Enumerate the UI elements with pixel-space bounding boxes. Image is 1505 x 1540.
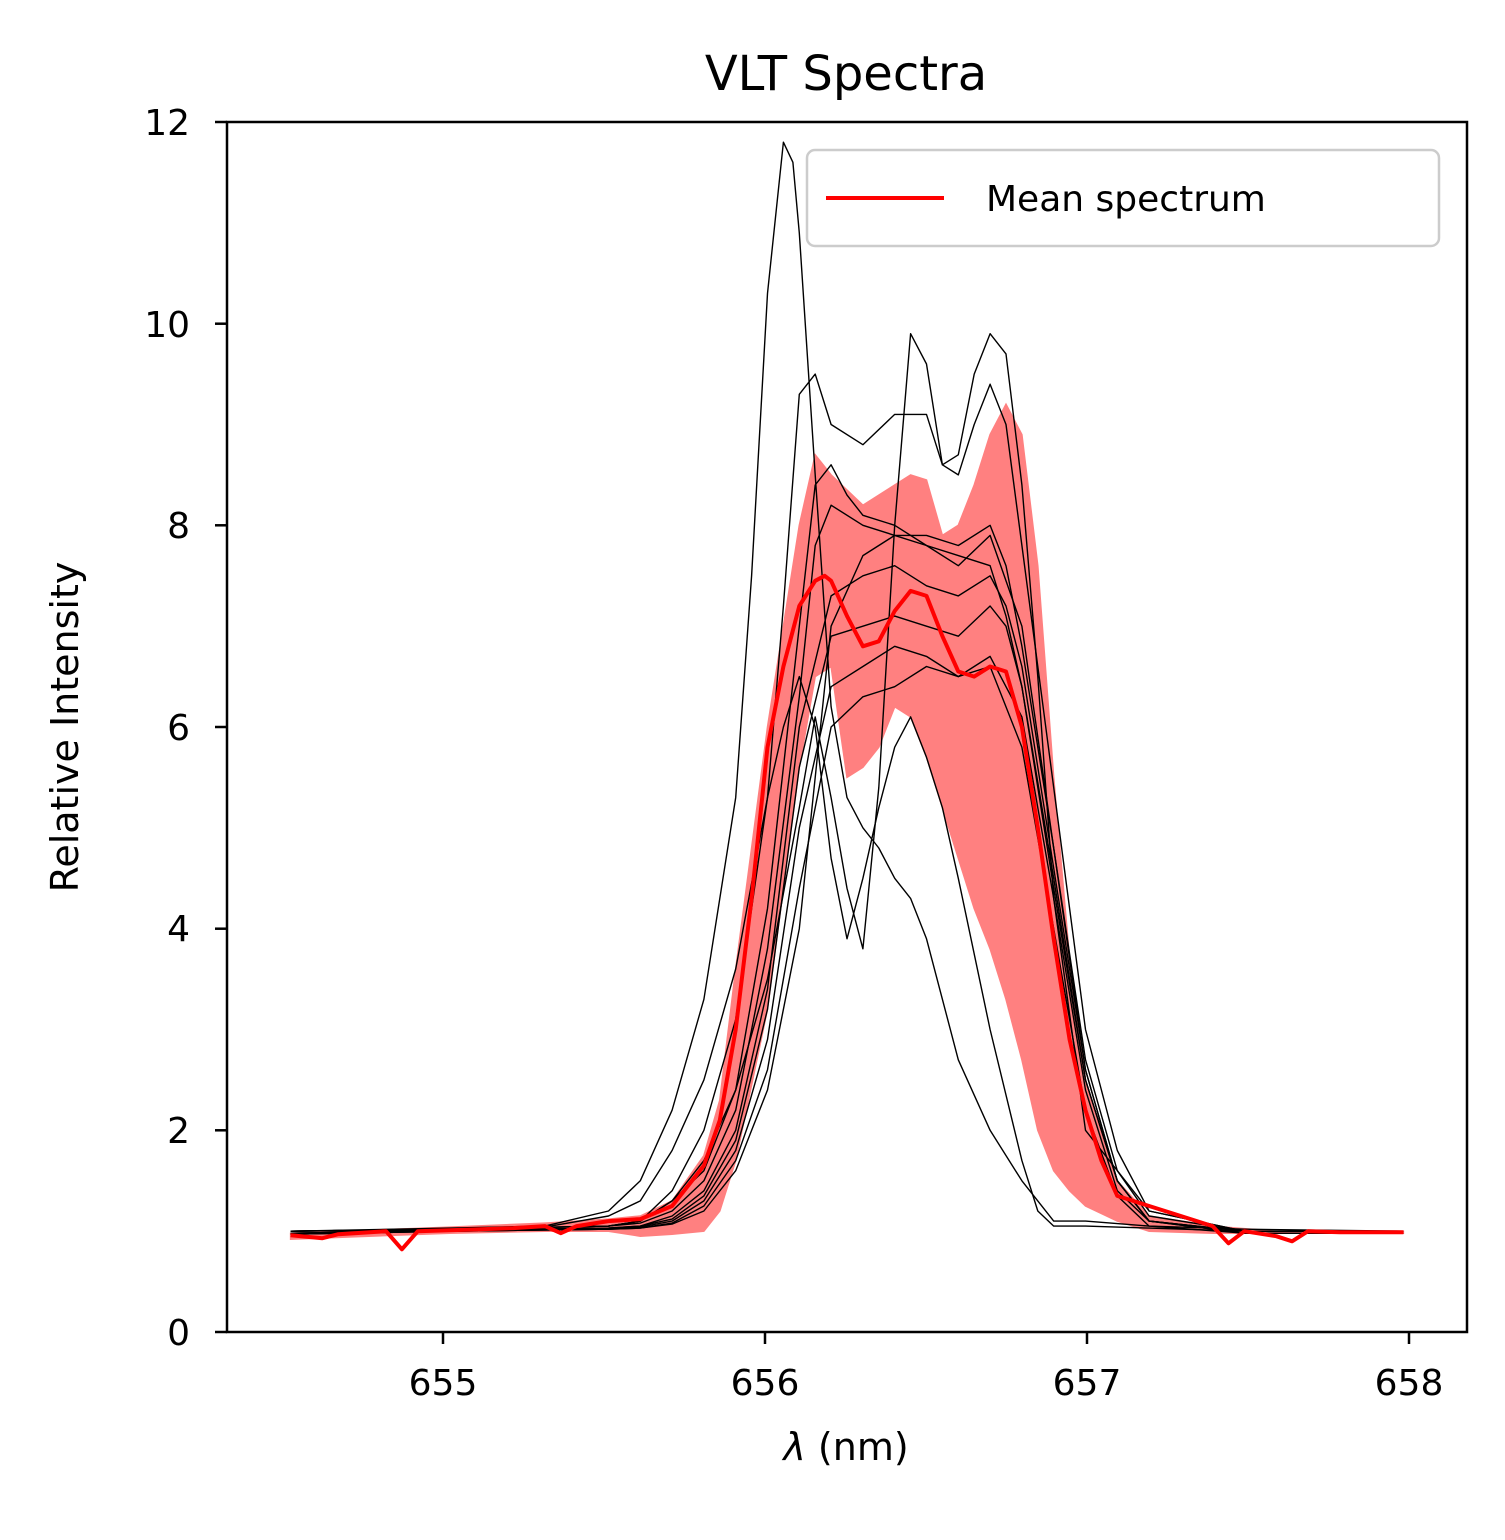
spectrum-line-2	[290, 675, 1404, 1232]
x-axis-label: λ (nm)	[781, 1425, 908, 1469]
y-tick-label: 0	[167, 1313, 190, 1354]
y-tick-label: 10	[144, 305, 190, 346]
legend: Mean spectrum	[805, 148, 1441, 248]
chart-title: VLT Spectra	[705, 46, 987, 102]
spectrum-line-11	[290, 534, 1404, 1235]
x-tick-label: 655	[409, 1363, 478, 1404]
spectrum-line-6	[290, 504, 1404, 1232]
y-tick-2: 2	[167, 1111, 227, 1152]
x-axis-label-symbol: λ	[781, 1425, 806, 1469]
x-tick-label: 658	[1375, 1363, 1444, 1404]
y-tick-6: 6	[167, 708, 227, 749]
x-tick-label: 656	[731, 1363, 800, 1404]
y-tick-label: 6	[167, 708, 190, 749]
mean-spectrum-line	[290, 573, 1404, 1252]
y-axis: 0 2 4 6 8 10 12	[144, 103, 227, 1354]
y-tick-10: 10	[144, 305, 227, 346]
y-tick-8: 8	[167, 506, 227, 547]
x-axis: 655 656 657 658	[409, 1332, 1444, 1404]
x-tick-656: 656	[731, 1332, 800, 1404]
spectrum-line-1	[290, 141, 1404, 1232]
y-tick-0: 0	[167, 1313, 227, 1354]
y-axis-label: Relative Intensity	[43, 562, 87, 893]
x-tick-658: 658	[1375, 1332, 1444, 1404]
y-tick-12: 12	[144, 103, 227, 144]
y-tick-label: 2	[167, 1111, 190, 1152]
spectrum-line-9	[290, 645, 1404, 1235]
y-tick-label: 4	[167, 909, 190, 950]
y-tick-label: 12	[144, 103, 190, 144]
x-tick-label: 657	[1053, 1363, 1122, 1404]
x-tick-657: 657	[1053, 1332, 1122, 1404]
x-axis-label-unit: (nm)	[806, 1425, 909, 1469]
legend-label: Mean spectrum	[986, 179, 1266, 220]
legend-box	[805, 148, 1441, 248]
x-tick-655: 655	[409, 1332, 478, 1404]
plot-area	[289, 141, 1405, 1252]
y-tick-label: 8	[167, 506, 190, 547]
spectrum-line-4	[290, 373, 1404, 1232]
spectrum-line-8	[290, 605, 1404, 1234]
y-tick-4: 4	[167, 909, 227, 950]
